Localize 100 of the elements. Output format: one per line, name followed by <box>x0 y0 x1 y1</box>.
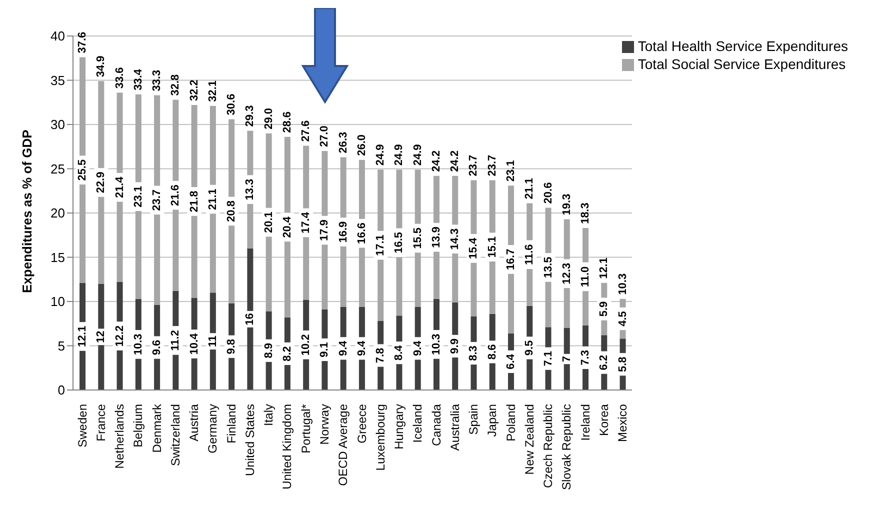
data-label: 10.3 <box>430 334 442 356</box>
total-label: 33.4 <box>132 68 144 90</box>
data-label: 8.2 <box>281 346 294 362</box>
data-label: 17.4 <box>300 211 312 234</box>
total-label: 32.1 <box>206 80 219 102</box>
x-tick-label: Australia <box>448 404 462 451</box>
data-label: 15.1 <box>486 236 498 258</box>
data-label: 13.3 <box>244 178 256 200</box>
data-label: 7.1 <box>542 350 554 366</box>
data-label: 25.5 <box>76 159 89 181</box>
data-label: 13.9 <box>430 226 442 248</box>
data-label: 11 <box>206 336 219 348</box>
data-label: 16 <box>244 313 256 326</box>
data-label: 13.5 <box>542 256 554 278</box>
data-label: 9.1 <box>318 342 331 358</box>
data-label: 12 <box>95 330 108 344</box>
total-label: 12.1 <box>598 257 610 279</box>
x-tick-label: Switzerland <box>168 404 182 466</box>
x-tick-label: Italy <box>262 404 276 426</box>
data-label: 4.5 <box>616 311 629 326</box>
data-label: 11.2 <box>170 330 182 351</box>
y-tick-label: 20 <box>50 206 65 221</box>
data-label: 8.6 <box>486 344 498 360</box>
y-tick-label: 15 <box>50 250 65 265</box>
x-tick-label: Belgium <box>131 404 146 448</box>
data-label: 16.6 <box>356 222 368 244</box>
total-label: 33.6 <box>114 67 126 89</box>
data-label: 10.4 <box>188 332 200 355</box>
x-tick-label: Norway <box>318 404 332 445</box>
data-label: 20.8 <box>226 200 238 222</box>
data-label: 15.5 <box>412 228 424 249</box>
x-tick-label: Mexico <box>616 404 630 442</box>
x-tick-label: Canada <box>429 404 444 446</box>
data-label: 15.4 <box>468 236 480 260</box>
x-tick-label: Ireland <box>578 404 592 441</box>
data-label: 20.1 <box>262 212 275 234</box>
total-label: 24.9 <box>374 144 387 166</box>
x-tick-label: Portugal* <box>298 404 313 454</box>
total-label: 20.6 <box>542 182 554 204</box>
total-label: 29.3 <box>244 105 256 127</box>
data-label: 11.0 <box>580 266 592 288</box>
data-label: 7 <box>560 356 573 362</box>
total-label: 24.9 <box>393 144 406 166</box>
x-tick-label: Poland <box>504 404 518 442</box>
x-tick-label: Sweden <box>75 404 90 448</box>
y-tick-label: 5 <box>58 338 65 354</box>
y-tick-label: 30 <box>50 117 65 132</box>
total-label: 23.7 <box>468 154 480 176</box>
x-tick-label: OECD Average <box>336 404 350 486</box>
total-label: 23.7 <box>486 154 498 176</box>
x-tick-label: United States <box>242 404 257 476</box>
data-label: 10.2 <box>300 334 312 356</box>
total-label: 23.1 <box>505 160 518 182</box>
y-tick-label: 40 <box>50 28 65 44</box>
data-label: 6.2 <box>598 354 610 370</box>
legend-label: Total Social Service Expenditures <box>638 56 846 72</box>
total-label: 37.6 <box>76 32 89 54</box>
data-label: 5.9 <box>598 301 610 317</box>
data-label: 5.8 <box>616 356 629 372</box>
x-tick-label: Austria <box>187 404 202 442</box>
data-label: 20.4 <box>281 216 294 238</box>
x-tick-label: Czech Republic <box>541 404 556 488</box>
x-tick-label: Spain <box>466 404 481 435</box>
data-label: 16.7 <box>505 248 518 270</box>
data-label: 14.3 <box>449 228 462 250</box>
data-label: 12.1 <box>76 326 89 348</box>
x-tick-label: Germany <box>206 404 220 454</box>
data-label: 16.5 <box>393 232 406 254</box>
data-label: 21.4 <box>114 176 126 198</box>
data-label: 21.6 <box>170 184 182 206</box>
y-tick-label: 10 <box>50 294 65 310</box>
y-tick-label: 35 <box>50 72 65 88</box>
data-label: 9.4 <box>412 340 424 356</box>
data-label: 6.4 <box>505 353 518 370</box>
total-label: 33.3 <box>151 70 164 92</box>
legend-label: Total Health Service Expenditures <box>638 38 848 54</box>
data-label: 9.4 <box>337 340 350 356</box>
data-label: 9.6 <box>151 340 164 356</box>
x-tick-label: Korea <box>596 404 611 436</box>
total-label: 28.6 <box>281 111 294 133</box>
total-label: 24.2 <box>430 150 442 172</box>
data-label: 8.9 <box>262 342 275 358</box>
data-label: 23.1 <box>132 186 144 208</box>
x-tick-label: Luxembourg <box>373 404 388 471</box>
x-tick-label: Hungary <box>392 404 406 450</box>
data-label: 8.3 <box>468 346 480 361</box>
total-label: 26.3 <box>337 132 350 154</box>
x-tick-label: Greece <box>354 404 369 444</box>
data-label: 23.7 <box>151 189 164 211</box>
x-tick-label: United Kingdom <box>280 404 294 490</box>
total-label: 27.6 <box>300 120 312 142</box>
data-label: 9.4 <box>356 340 368 356</box>
total-label: 34.9 <box>95 56 108 78</box>
data-label: 17.9 <box>318 220 331 241</box>
data-label: 16.9 <box>337 221 350 243</box>
x-tick-label: France <box>94 404 108 442</box>
total-label: 26.0 <box>356 134 368 156</box>
x-tick-label: Slovak Republic <box>560 404 574 490</box>
x-tick-label: Finland <box>224 404 238 444</box>
data-label: 21.8 <box>188 190 200 212</box>
